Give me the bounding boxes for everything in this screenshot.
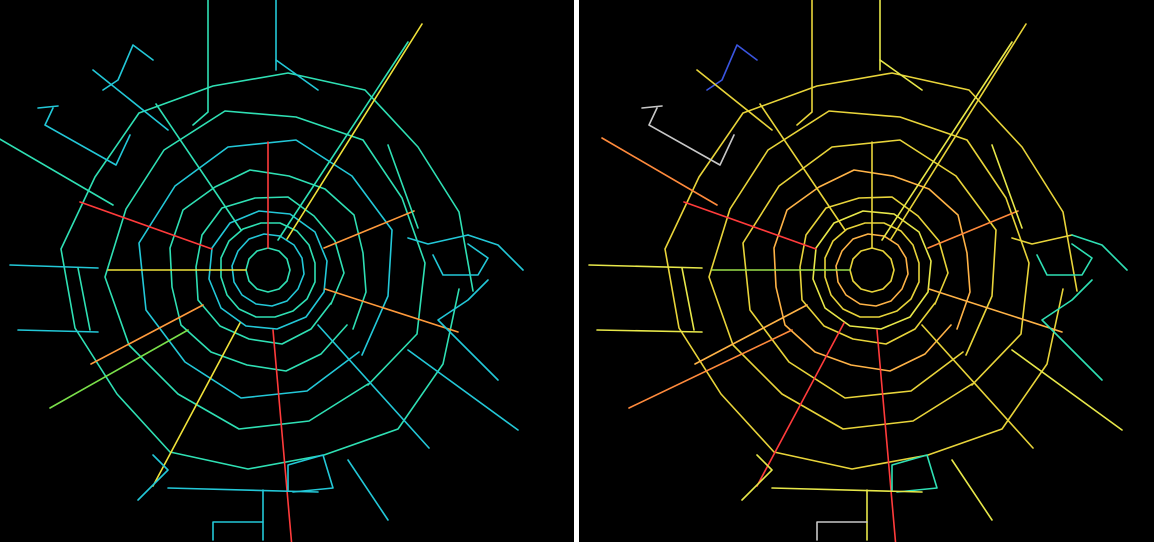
ring-road <box>208 210 328 330</box>
street <box>437 279 499 381</box>
radial-road <box>759 103 846 231</box>
radial-road <box>683 201 817 250</box>
street <box>49 329 189 409</box>
street <box>277 41 409 241</box>
street <box>387 144 419 229</box>
street <box>891 454 938 493</box>
radial-road <box>286 23 423 240</box>
street <box>212 521 264 541</box>
ring-road <box>245 247 291 293</box>
ring-road <box>812 210 932 330</box>
street <box>1011 234 1073 245</box>
ring-road <box>799 196 949 345</box>
street <box>741 454 773 501</box>
street <box>771 487 923 493</box>
radial-road <box>79 201 213 250</box>
radial-road <box>152 322 241 487</box>
outer-ring-road <box>60 72 474 470</box>
street <box>816 521 868 541</box>
street <box>881 41 1013 241</box>
street <box>601 137 718 206</box>
street <box>628 329 793 409</box>
building-outline <box>37 105 59 109</box>
ring-road <box>824 222 920 318</box>
street <box>588 264 703 269</box>
radial-road <box>927 210 1019 249</box>
radial-road <box>921 324 1034 449</box>
ring-road <box>835 233 909 307</box>
street <box>407 234 469 245</box>
building-outline <box>641 105 663 109</box>
radial-road <box>90 304 204 365</box>
radial-road <box>876 329 897 542</box>
ring-road <box>195 196 345 345</box>
outer-ring-road <box>664 72 1078 470</box>
radial-road <box>272 329 293 542</box>
street <box>1041 279 1103 381</box>
panel-divider <box>574 0 579 542</box>
radial-road <box>890 23 1027 240</box>
building-outline <box>92 69 169 131</box>
street <box>596 329 703 333</box>
street <box>77 267 91 331</box>
building-outline <box>1036 243 1093 276</box>
right-network-svg <box>588 0 1128 542</box>
ring-road <box>742 139 997 399</box>
left-network-svg <box>0 0 524 542</box>
street <box>951 459 993 521</box>
ring-road <box>169 169 367 372</box>
radial-road <box>324 288 459 333</box>
street <box>347 459 389 521</box>
street <box>796 0 813 126</box>
building-outline <box>432 243 489 276</box>
radial-road <box>155 103 242 231</box>
street <box>407 349 519 431</box>
street <box>17 329 99 333</box>
street <box>681 267 695 331</box>
building-outline <box>696 69 773 131</box>
street <box>1071 234 1128 271</box>
radial-road <box>694 304 808 365</box>
street <box>167 487 319 493</box>
street <box>192 0 209 126</box>
building-outline <box>648 107 735 166</box>
street <box>879 59 923 91</box>
ring-road <box>220 222 316 318</box>
street <box>1011 349 1123 431</box>
street <box>275 59 319 91</box>
street <box>0 138 114 206</box>
street <box>467 234 524 271</box>
ring-road <box>138 139 393 399</box>
street <box>137 454 169 501</box>
radial-road <box>317 324 430 449</box>
radial-road <box>928 288 1063 333</box>
left-network-panel <box>0 0 574 542</box>
street <box>9 264 99 269</box>
radial-road <box>756 322 845 487</box>
ring-road <box>773 169 971 372</box>
ring-road <box>849 247 895 293</box>
building-outline <box>44 107 131 166</box>
radial-road <box>323 210 415 249</box>
right-network-panel <box>579 0 1154 542</box>
street <box>991 144 1023 229</box>
ring-road <box>231 233 305 307</box>
street <box>287 454 334 493</box>
